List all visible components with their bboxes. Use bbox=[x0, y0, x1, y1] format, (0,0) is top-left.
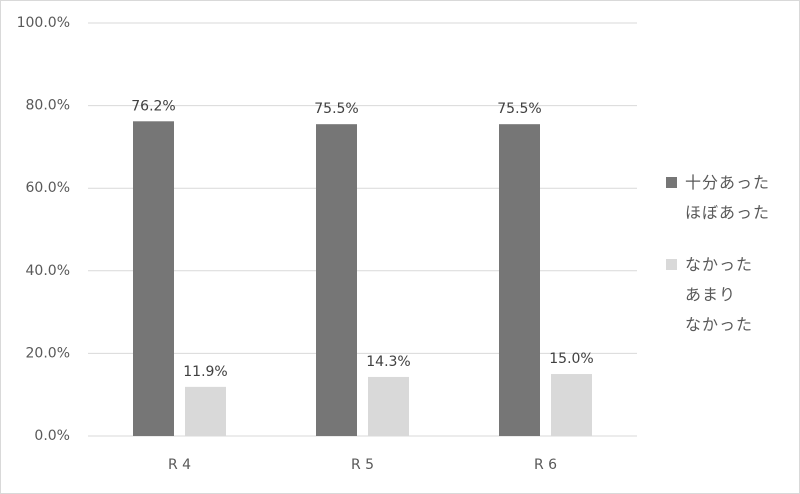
bar bbox=[185, 386, 226, 436]
bar bbox=[316, 124, 357, 436]
bar bbox=[499, 124, 540, 436]
legend-swatch bbox=[666, 177, 677, 188]
y-tick-label: 100.0% bbox=[17, 15, 70, 31]
x-tick-label: R 6 bbox=[534, 457, 557, 473]
y-tick-label: 80.0% bbox=[26, 98, 70, 114]
x-tick-label: R 5 bbox=[351, 457, 374, 473]
y-tick-label: 40.0% bbox=[26, 263, 70, 279]
x-tick-label: R 4 bbox=[168, 457, 191, 473]
y-tick-label: 60.0% bbox=[26, 180, 70, 196]
bar bbox=[133, 121, 174, 436]
bar bbox=[551, 374, 592, 436]
value-label: 15.0% bbox=[549, 351, 593, 367]
legend-item: 十分あった ほぼあった bbox=[666, 168, 770, 228]
legend-swatch bbox=[666, 259, 677, 270]
y-tick-label: 0.0% bbox=[34, 428, 70, 444]
value-label: 76.2% bbox=[131, 98, 175, 114]
value-label: 75.5% bbox=[314, 101, 358, 117]
value-label: 11.9% bbox=[183, 364, 227, 380]
y-tick-label: 20.0% bbox=[26, 345, 70, 361]
legend-label: 十分あった ほぼあった bbox=[685, 173, 771, 222]
value-label: 14.3% bbox=[366, 354, 410, 370]
legend: 十分あった ほぼあったなかった あまり なかった bbox=[666, 168, 770, 362]
legend-label: なかった あまり なかった bbox=[685, 255, 754, 334]
value-label: 75.5% bbox=[497, 101, 541, 117]
bar bbox=[368, 376, 409, 436]
legend-item: なかった あまり なかった bbox=[666, 250, 770, 340]
